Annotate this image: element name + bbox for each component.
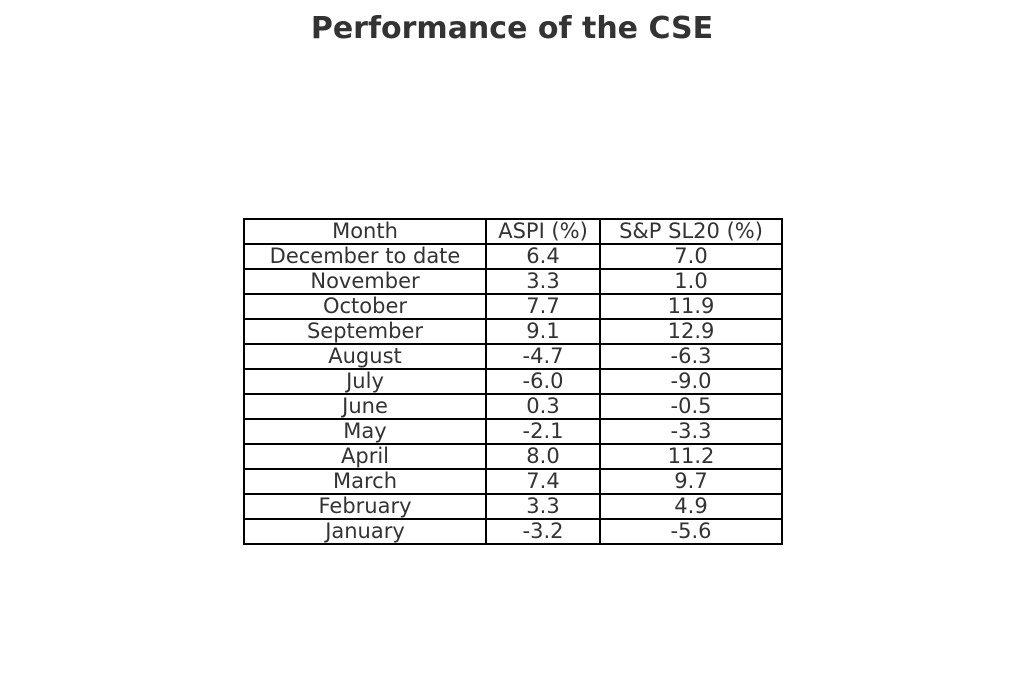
cell-sp-sl20: 1.0 <box>599 268 783 295</box>
cell-aspi: -3.2 <box>485 518 601 545</box>
cell-month: December to date <box>243 243 487 270</box>
table-row: February 3.3 4.9 <box>243 493 783 520</box>
chart-title: Performance of the CSE <box>310 11 714 46</box>
cell-month: September <box>243 318 487 345</box>
cell-month: August <box>243 343 487 370</box>
table-row: June 0.3 -0.5 <box>243 393 783 420</box>
cell-aspi: 0.3 <box>485 393 601 420</box>
cell-aspi: 7.7 <box>485 293 601 320</box>
cell-sp-sl20: 11.2 <box>599 443 783 470</box>
header-aspi: ASPI (%) <box>485 218 601 245</box>
table-row: September 9.1 12.9 <box>243 318 783 345</box>
cell-aspi: 8.0 <box>485 443 601 470</box>
cell-aspi: -4.7 <box>485 343 601 370</box>
cell-month: February <box>243 493 487 520</box>
cell-aspi: -2.1 <box>485 418 601 445</box>
table-row: November 3.3 1.0 <box>243 268 783 295</box>
cell-month: May <box>243 418 487 445</box>
header-month: Month <box>243 218 487 245</box>
cell-aspi: 3.3 <box>485 268 601 295</box>
cell-sp-sl20: -9.0 <box>599 368 783 395</box>
header-sp-sl20: S&P SL20 (%) <box>599 218 783 245</box>
table-row: October 7.7 11.9 <box>243 293 783 320</box>
table-row: March 7.4 9.7 <box>243 468 783 495</box>
cell-aspi: -6.0 <box>485 368 601 395</box>
table-row: December to date 6.4 7.0 <box>243 243 783 270</box>
cell-month: October <box>243 293 487 320</box>
cell-month: March <box>243 468 487 495</box>
table-header: Month ASPI (%) S&P SL20 (%) <box>243 218 783 245</box>
table-body: December to date 6.4 7.0 November 3.3 1.… <box>243 243 783 545</box>
table-row: April 8.0 11.2 <box>243 443 783 470</box>
cell-sp-sl20: -3.3 <box>599 418 783 445</box>
cell-month: July <box>243 368 487 395</box>
table-row: May -2.1 -3.3 <box>243 418 783 445</box>
cell-month: January <box>243 518 487 545</box>
cell-month: June <box>243 393 487 420</box>
performance-table: Month ASPI (%) S&P SL20 (%) December to … <box>243 218 783 545</box>
table-row: January -3.2 -5.6 <box>243 518 783 545</box>
cell-sp-sl20: 12.9 <box>599 318 783 345</box>
cell-sp-sl20: 4.9 <box>599 493 783 520</box>
cell-aspi: 9.1 <box>485 318 601 345</box>
cell-aspi: 6.4 <box>485 243 601 270</box>
cell-sp-sl20: -0.5 <box>599 393 783 420</box>
cell-sp-sl20: -5.6 <box>599 518 783 545</box>
cell-sp-sl20: 7.0 <box>599 243 783 270</box>
cell-aspi: 3.3 <box>485 493 601 520</box>
cell-aspi: 7.4 <box>485 468 601 495</box>
cell-sp-sl20: 9.7 <box>599 468 783 495</box>
table-row: August -4.7 -6.3 <box>243 343 783 370</box>
cell-month: November <box>243 268 487 295</box>
cell-sp-sl20: 11.9 <box>599 293 783 320</box>
cell-sp-sl20: -6.3 <box>599 343 783 370</box>
cell-month: April <box>243 443 487 470</box>
header-row: Month ASPI (%) S&P SL20 (%) <box>243 218 783 245</box>
table-row: July -6.0 -9.0 <box>243 368 783 395</box>
